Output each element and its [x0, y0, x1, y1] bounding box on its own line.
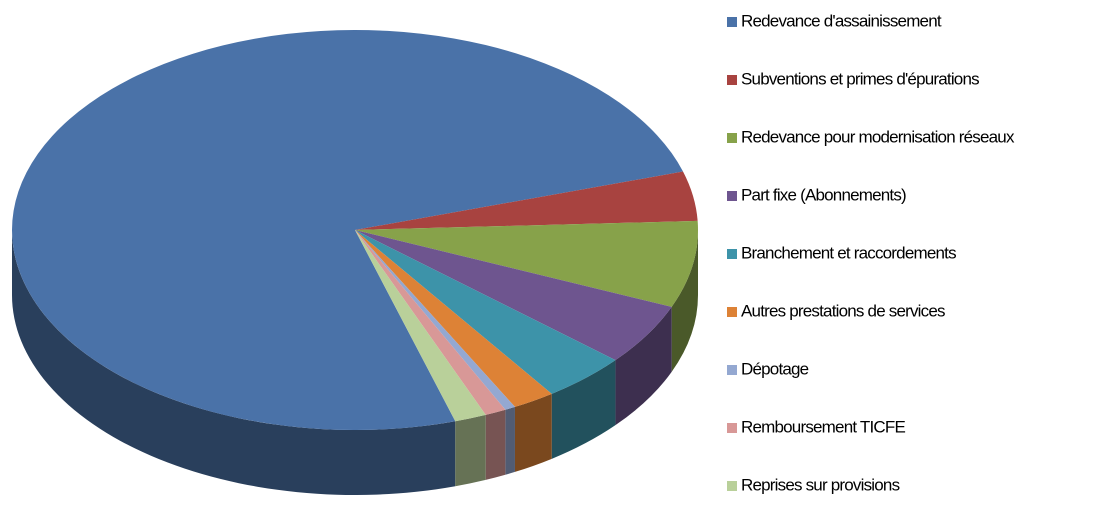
legend-swatch [727, 17, 737, 27]
legend-swatch [727, 191, 737, 201]
legend-swatch [727, 249, 737, 259]
pie-side [485, 409, 506, 480]
pie-sides [12, 230, 698, 495]
legend-label: Reprises sur provisions [741, 475, 900, 494]
pie-slice [12, 29, 684, 430]
pie-side [505, 406, 515, 475]
pie-slice [355, 230, 486, 422]
legend-swatch [727, 307, 737, 317]
legend-label: Redevance pour modernisation réseaux [741, 127, 1015, 146]
pie-side [12, 230, 456, 495]
pie-slice [355, 230, 506, 415]
pie-slice [355, 171, 698, 230]
legend-swatch [727, 481, 737, 491]
pie-top [12, 29, 699, 430]
pie-side [615, 306, 672, 426]
pie-side [455, 414, 486, 487]
pie-slice [355, 230, 515, 410]
legend-swatch [727, 75, 737, 85]
legend-swatch [727, 365, 737, 375]
legend-label: Branchement et raccordements [741, 243, 956, 262]
legend-swatch [727, 423, 737, 433]
pie-side [514, 393, 552, 472]
legend-label: Subventions et primes d'épurations [741, 69, 979, 88]
pie-slice [355, 220, 699, 307]
pie-slice [355, 230, 616, 394]
pie-side [551, 360, 616, 459]
legend-label: Dépotage [741, 359, 809, 378]
legend-swatch [727, 133, 737, 143]
pie-slice [355, 230, 552, 407]
pie-slice [355, 230, 672, 361]
legend-label: Redevance d'assainissement [741, 11, 942, 30]
pie-side [671, 230, 698, 372]
legend-label: Autres prestations de services [741, 301, 945, 320]
legend-label: Part fixe (Abonnements) [741, 185, 906, 204]
legend-label: Remboursement TICFE [741, 417, 905, 436]
